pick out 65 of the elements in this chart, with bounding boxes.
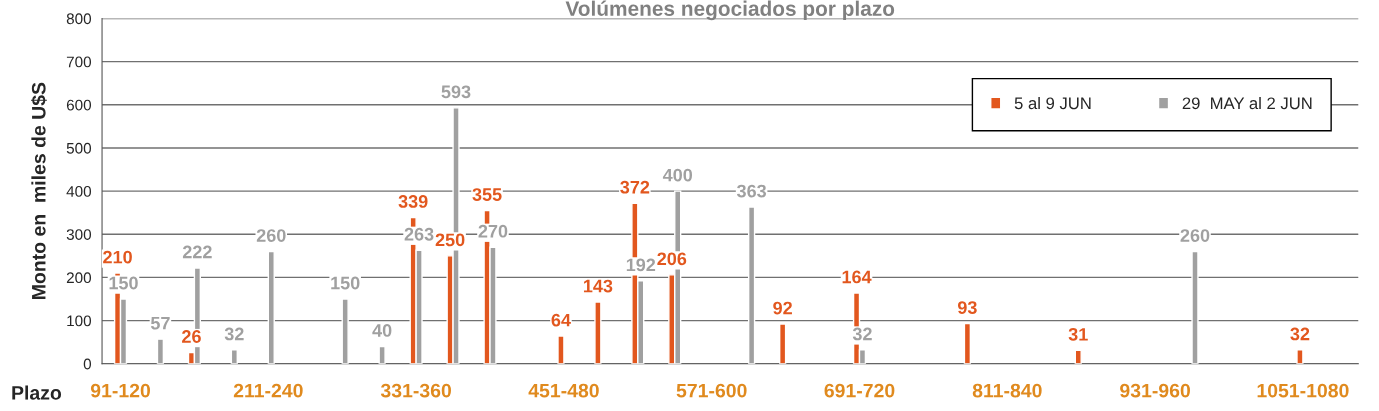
x-tick-label: 211-240 — [233, 383, 303, 398]
data-label: 222 — [182, 245, 212, 259]
y-tick-label: 400 — [66, 185, 92, 197]
data-label: 363 — [736, 184, 767, 198]
y-tick-label: 500 — [66, 142, 92, 154]
y-tick-label: 800 — [66, 13, 92, 25]
data-label: 32 — [224, 327, 244, 341]
bar — [267, 250, 275, 364]
data-label: 593 — [441, 85, 471, 99]
data-label: 32 — [1290, 327, 1310, 341]
data-label: 270 — [478, 224, 508, 238]
data-label: 339 — [398, 195, 428, 208]
bar — [778, 323, 787, 364]
x-tick-label: 691-720 — [824, 383, 895, 398]
data-label: 31 — [1068, 327, 1088, 341]
data-label: 164 — [842, 270, 872, 284]
data-label: 260 — [1180, 229, 1210, 242]
x-tick-label: 91-120 — [90, 383, 150, 398]
y-tick-label: 300 — [66, 229, 92, 240]
data-label: 210 — [103, 250, 132, 264]
data-label: 64 — [551, 313, 571, 327]
y-axis-title: Monto en miles de U$S — [31, 82, 47, 299]
data-label: 93 — [957, 301, 977, 315]
legend-label: 29 MAY al 2 JUN — [1182, 96, 1312, 110]
bar — [1074, 349, 1082, 364]
bar — [156, 338, 165, 364]
data-label: 26 — [182, 330, 201, 343]
x-tick-label: 1051-1080 — [1257, 383, 1349, 398]
bar — [557, 335, 565, 364]
data-label: 260 — [256, 229, 286, 242]
legend-label: 5 al 9 JUN — [1014, 96, 1091, 110]
x-tick-label: 331-360 — [380, 383, 451, 398]
y-tick-label: 100 — [67, 315, 92, 327]
x-tick-label: 931-960 — [1120, 383, 1190, 398]
data-label: 150 — [109, 276, 138, 290]
data-label: 263 — [404, 227, 434, 241]
bar — [378, 345, 386, 364]
y-tick-label: 0 — [83, 358, 92, 370]
data-label: 40 — [372, 324, 392, 337]
x-tick-label: 811-840 — [972, 383, 1042, 398]
x-axis-title: Plazo — [12, 385, 62, 400]
bar — [747, 206, 756, 364]
data-label: 150 — [331, 276, 360, 290]
data-label: 143 — [583, 279, 613, 293]
bar — [594, 301, 602, 364]
data-label: 57 — [150, 316, 170, 330]
bar — [1296, 349, 1304, 364]
bar — [963, 322, 972, 364]
bar — [1191, 250, 1199, 364]
data-label: 92 — [773, 301, 792, 315]
y-tick-label: 600 — [66, 99, 92, 111]
data-label: 355 — [472, 188, 502, 201]
y-tick-label: 700 — [66, 56, 92, 68]
x-tick-label: 571-600 — [676, 383, 747, 398]
data-label: 250 — [435, 233, 465, 247]
x-tick-label: 451-480 — [528, 383, 599, 398]
chart-title: Volúmenes negociados por plazo — [565, 0, 895, 21]
bar — [341, 298, 349, 364]
data-label: 32 — [852, 327, 872, 341]
bar — [230, 349, 238, 364]
data-label: 372 — [620, 180, 650, 194]
y-tick-label: 200 — [66, 272, 92, 284]
data-label: 192 — [626, 258, 656, 272]
data-label: 400 — [662, 168, 693, 182]
data-label: 206 — [657, 252, 687, 266]
